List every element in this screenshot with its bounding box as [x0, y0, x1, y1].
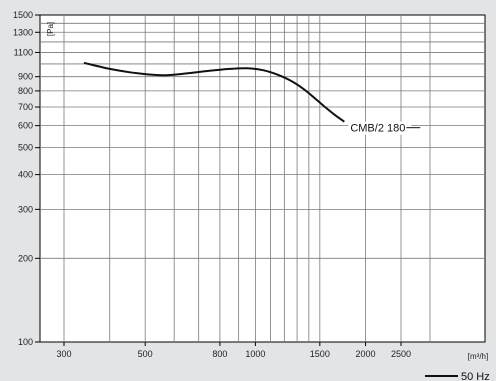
y-tick-label: 900 — [18, 72, 33, 82]
series-line — [83, 61, 345, 123]
y-tick-label: 500 — [18, 143, 33, 153]
y-axis-ticks: 100 200 300 400 500 600 700 800 900 1100 1300 1500 — [13, 10, 40, 347]
legend-label: 50 Hz — [461, 371, 490, 381]
y-tick-label: 300 — [18, 204, 33, 214]
y-tick-label: 200 — [18, 253, 33, 263]
x-tick-label: 2500 — [391, 349, 411, 359]
x-tick-label: 500 — [138, 349, 153, 359]
x-axis-ticks: 300 500 800 1000 1500 2000 2500 — [56, 342, 411, 359]
y-tick-label: 1100 — [14, 47, 33, 57]
y-tick-label: 100 — [18, 337, 33, 347]
x-tick-label: 2000 — [356, 349, 376, 359]
x-tick-label: 800 — [212, 349, 227, 359]
series-layer: CMB/2 180 — [83, 61, 421, 135]
y-axis-label: [Pa] — [46, 22, 55, 36]
y-tick-label: 1500 — [13, 10, 33, 20]
grid — [40, 15, 485, 342]
series-label: CMB/2 180 — [350, 123, 405, 135]
x-tick-label: 1500 — [310, 349, 330, 359]
x-tick-label: 300 — [56, 349, 71, 359]
y-tick-label: 800 — [18, 86, 33, 96]
y-tick-label: 600 — [18, 121, 33, 131]
x-axis-label: [m³/h] — [468, 352, 488, 361]
x-tick-label: 1000 — [245, 349, 265, 359]
y-tick-label: 700 — [18, 102, 33, 112]
series-label-bg — [348, 121, 412, 135]
y-tick-label: 400 — [18, 170, 33, 180]
y-tick-label: 1300 — [13, 27, 33, 37]
